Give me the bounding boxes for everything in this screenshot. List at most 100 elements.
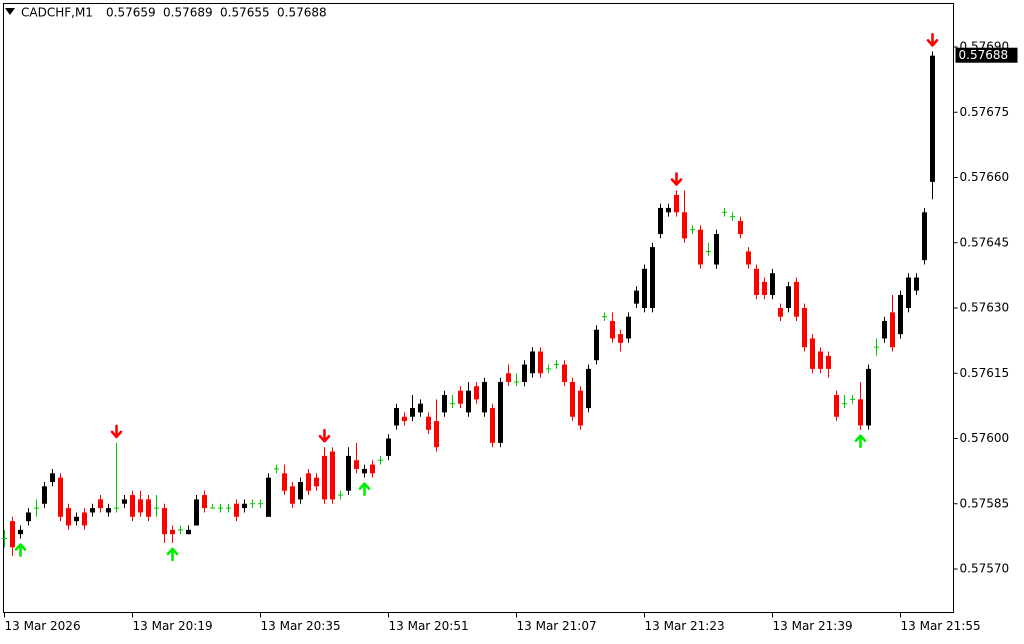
sell-arrow bbox=[318, 428, 331, 443]
candle-body bbox=[106, 508, 111, 513]
y-tick-label: 0.57615 bbox=[960, 366, 1010, 380]
buy-arrow bbox=[854, 434, 867, 449]
header-open: 0.57659 bbox=[106, 6, 156, 20]
candle-body bbox=[290, 486, 295, 504]
candle-body bbox=[890, 312, 895, 348]
candle-body bbox=[882, 321, 887, 339]
header-high: 0.57689 bbox=[163, 6, 213, 20]
candle-body bbox=[554, 364, 559, 366]
candle-body bbox=[378, 459, 383, 461]
candle-body bbox=[858, 399, 863, 426]
candle-body bbox=[578, 390, 583, 426]
candle-body bbox=[26, 512, 31, 522]
candle-body bbox=[234, 503, 239, 517]
candle-body bbox=[610, 321, 615, 339]
candle-body bbox=[586, 368, 591, 409]
y-tick-label: 0.57585 bbox=[960, 496, 1010, 510]
candle-body bbox=[298, 482, 303, 500]
x-tick-label: 13 Mar 20:35 bbox=[261, 619, 341, 633]
buy-arrow bbox=[358, 482, 371, 496]
candle-body bbox=[330, 451, 335, 500]
candle-body bbox=[282, 473, 287, 491]
candle-body bbox=[746, 251, 751, 265]
x-tick-label: 13 Mar 21:39 bbox=[773, 619, 853, 633]
sell-arrow bbox=[926, 33, 939, 47]
candle-body bbox=[314, 477, 319, 487]
candle-body bbox=[18, 529, 23, 535]
symbol-menu-triangle bbox=[5, 8, 15, 15]
candle-body bbox=[914, 277, 919, 291]
candle-body bbox=[642, 268, 647, 308]
candle-body bbox=[250, 503, 255, 505]
x-tick-label: 13 Mar 20:19 bbox=[133, 619, 213, 633]
candle-body bbox=[898, 294, 903, 335]
candle-body bbox=[698, 229, 703, 265]
candle-body bbox=[426, 416, 431, 430]
candle-body bbox=[658, 207, 663, 235]
last-price-box bbox=[955, 47, 1018, 63]
buy-arrow bbox=[14, 543, 27, 557]
candle-body bbox=[674, 194, 679, 213]
x-tick-label: 13 Mar 21:07 bbox=[517, 619, 597, 633]
candle-body bbox=[618, 334, 623, 343]
candle-body bbox=[154, 507, 159, 509]
candle-body bbox=[458, 390, 463, 404]
candle-body bbox=[66, 508, 71, 526]
x-tick-label: 13 Mar 21:23 bbox=[645, 619, 725, 633]
candle-body bbox=[146, 499, 151, 517]
sell-arrow bbox=[110, 424, 123, 439]
candle-body bbox=[362, 468, 367, 474]
candle-body bbox=[186, 529, 191, 535]
candle-body bbox=[482, 381, 487, 413]
candle-body bbox=[498, 381, 503, 443]
candle-body bbox=[474, 386, 479, 400]
candle-body bbox=[546, 368, 551, 370]
candle-body bbox=[34, 507, 39, 509]
candle-body bbox=[666, 207, 671, 213]
candle-body bbox=[42, 486, 47, 504]
candle-body bbox=[650, 247, 655, 308]
candle-body bbox=[258, 503, 263, 505]
candle-body bbox=[114, 507, 119, 509]
candle-body bbox=[570, 381, 575, 417]
candle-body bbox=[682, 212, 687, 239]
candle-body bbox=[770, 273, 775, 295]
candle-body bbox=[762, 281, 767, 295]
candle-body bbox=[818, 351, 823, 369]
candle-body bbox=[842, 403, 847, 405]
candle-body bbox=[778, 308, 783, 317]
header-close: 0.57688 bbox=[277, 6, 327, 20]
candle-body bbox=[194, 499, 199, 526]
candle-body bbox=[82, 512, 87, 526]
candle-body bbox=[242, 503, 247, 509]
candle-body bbox=[170, 529, 175, 535]
candle-body bbox=[74, 516, 79, 522]
candle-body bbox=[802, 308, 807, 348]
candle-body bbox=[354, 460, 359, 469]
candle-body bbox=[866, 368, 871, 426]
candle-body bbox=[634, 290, 639, 304]
candle-body bbox=[410, 408, 415, 417]
candle-body bbox=[386, 438, 391, 456]
candle-body bbox=[58, 477, 63, 517]
candle-body bbox=[714, 234, 719, 265]
candle-body bbox=[834, 395, 839, 417]
candle-body bbox=[138, 499, 143, 513]
candle-body bbox=[162, 508, 167, 535]
candle-body bbox=[690, 229, 695, 231]
candle-body bbox=[594, 329, 599, 361]
candle-body bbox=[50, 473, 55, 482]
candle-body bbox=[418, 403, 423, 413]
candle-body bbox=[562, 364, 567, 382]
candle-body bbox=[370, 464, 375, 474]
candle-body bbox=[754, 268, 759, 295]
candle-body bbox=[730, 216, 735, 218]
candle-body bbox=[322, 455, 327, 500]
candle-body bbox=[794, 281, 799, 317]
plot-frame bbox=[3, 3, 954, 613]
candle-body bbox=[602, 316, 607, 318]
candle-body bbox=[90, 508, 95, 513]
candle-body bbox=[738, 221, 743, 235]
candle-body bbox=[466, 390, 471, 413]
